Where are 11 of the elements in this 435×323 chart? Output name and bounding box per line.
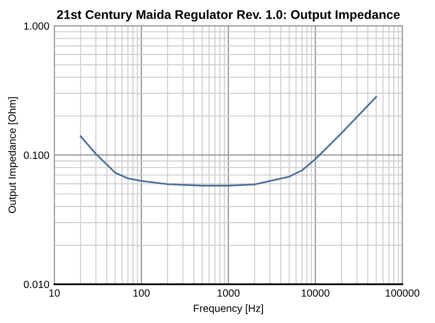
x-tick-label: 10 [49, 289, 60, 297]
chart-title: 21st Century Maida Regulator Rev. 1.0: Output Impedance [57, 10, 400, 22]
y-axis-title: Output Impedance [Ohm] [8, 97, 18, 214]
x-tick-label: 1000 [218, 289, 240, 297]
x-axis-title: Frequency [Hz] [194, 304, 263, 314]
x-tick-label: 10000 [302, 289, 330, 297]
x-tick-label: 100 [133, 289, 150, 297]
y-tick-label: 0.010 [24, 280, 50, 288]
y-tick-label: 1.000 [24, 22, 50, 30]
y-tick-label: 0.100 [24, 152, 50, 159]
x-tick-label: 100000 [386, 289, 420, 297]
